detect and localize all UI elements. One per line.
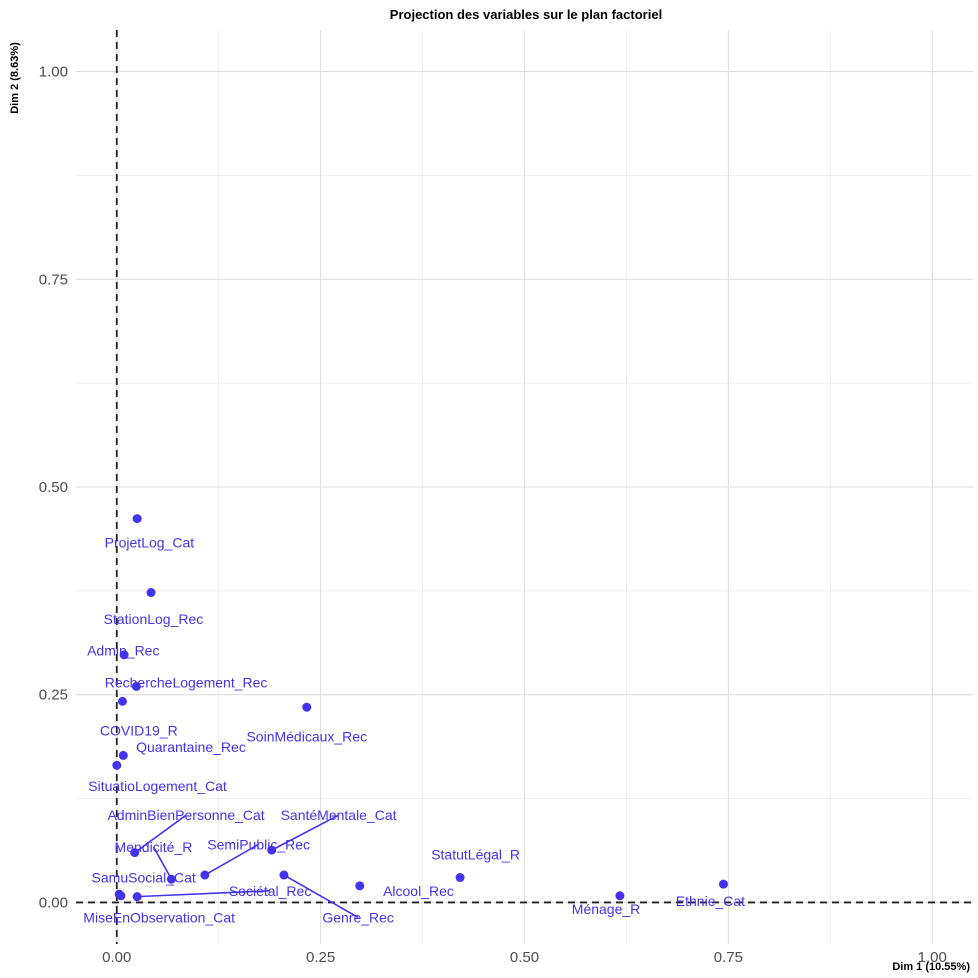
label-leader-lines	[134, 814, 359, 919]
y-tick-label: 0.25	[39, 687, 68, 704]
point-label: Ménage_R	[572, 901, 641, 917]
data-point	[355, 881, 365, 891]
leader-line	[271, 814, 339, 851]
data-point	[279, 870, 289, 880]
point-label: SoinMédicaux_Rec	[246, 728, 367, 744]
point-label: SituatioLogement_Cat	[88, 778, 227, 794]
data-point	[146, 588, 156, 598]
x-tick-label: 0.75	[714, 949, 743, 966]
data-point	[131, 681, 141, 691]
leader-line	[137, 890, 271, 898]
point-labels: ProjetLog_Cat StationLog_Rec Admin_Rec Rech…	[83, 535, 745, 926]
point-label: Admin_Rec	[87, 643, 159, 659]
leader-line	[134, 814, 187, 854]
point-label: ProjetLog_Cat	[105, 535, 195, 551]
point-label: Alcool_Rec	[383, 883, 454, 899]
y-tick-label: 0.00	[39, 894, 68, 911]
point-label: SantéMentale_Cat	[281, 807, 397, 823]
data-point	[718, 879, 728, 889]
point-label: Ethnie_Cat	[676, 893, 745, 909]
point-label: MiseEnObservation_Cat	[83, 909, 235, 925]
leader-line	[283, 874, 359, 919]
data-points	[112, 514, 728, 902]
y-tick-label: 1.00	[39, 64, 68, 81]
point-label: SemiPublic_Rec	[207, 836, 310, 852]
point-label: AdminBienPersonne_Cat	[107, 807, 264, 823]
data-point	[166, 874, 176, 884]
point-label: Genre_Rec	[322, 909, 394, 925]
reference-lines	[76, 30, 973, 944]
point-label: Sociétal_Rec	[229, 883, 312, 899]
y-axis-title: Dim 2 (8.63%)	[9, 42, 21, 114]
y-tick-label: 0.50	[39, 479, 68, 496]
x-tick-label: 0.00	[102, 949, 131, 966]
x-axis-ticks: 0.00 0.25 0.50 0.75 1.00	[102, 949, 947, 966]
point-label: StationLog_Rec	[104, 611, 204, 627]
point-label: SamuSocial_Cat	[92, 870, 196, 886]
x-tick-label: 1.00	[918, 949, 947, 966]
data-point	[117, 696, 127, 706]
point-label: StatutLégal_R	[431, 846, 520, 862]
y-axis-ticks: 0.00 0.25 0.50 0.75 1.00	[39, 64, 68, 912]
x-tick-label: 0.25	[306, 949, 335, 966]
data-point	[200, 870, 210, 880]
x-tick-label: 0.50	[510, 949, 539, 966]
point-label: Mendicité_R	[115, 839, 193, 855]
y-tick-label: 0.75	[39, 271, 68, 288]
data-point	[118, 750, 128, 760]
point-label: RechercheLogement_Rec	[105, 674, 268, 690]
data-point	[132, 892, 142, 902]
point-label: COVID19_R	[100, 722, 178, 738]
data-point	[112, 760, 122, 770]
data-point	[132, 514, 142, 524]
data-point	[455, 873, 465, 883]
data-point	[615, 891, 625, 901]
x-axis-title: Dim 1 (10.55%)	[892, 961, 970, 973]
data-point	[116, 891, 126, 901]
data-point	[130, 848, 140, 858]
leader-line	[152, 846, 173, 880]
leader-line	[204, 843, 260, 876]
chart-title: Projection des variables sur le plan fac…	[390, 7, 662, 22]
data-point	[119, 650, 129, 660]
data-point	[302, 702, 312, 712]
data-point	[267, 845, 277, 855]
point-label: Quarantaine_Rec	[136, 739, 246, 755]
